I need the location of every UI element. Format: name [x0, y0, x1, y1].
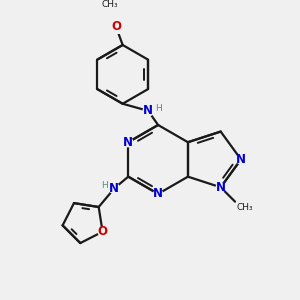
- Text: N: N: [236, 153, 246, 166]
- Text: N: N: [109, 182, 119, 195]
- Text: N: N: [123, 136, 133, 149]
- Circle shape: [143, 106, 153, 116]
- Text: N: N: [216, 181, 226, 194]
- Circle shape: [98, 227, 107, 236]
- Circle shape: [112, 22, 121, 32]
- Circle shape: [216, 183, 225, 192]
- Text: CH₃: CH₃: [102, 0, 119, 9]
- Text: N: N: [143, 104, 153, 117]
- Text: N: N: [153, 188, 163, 200]
- Circle shape: [236, 155, 245, 164]
- Text: O: O: [111, 20, 121, 33]
- Circle shape: [109, 183, 119, 194]
- Circle shape: [154, 189, 163, 198]
- Text: CH₃: CH₃: [236, 202, 253, 211]
- Text: H: H: [101, 181, 108, 190]
- Text: O: O: [98, 225, 108, 238]
- Circle shape: [124, 138, 133, 147]
- Text: H: H: [155, 104, 161, 113]
